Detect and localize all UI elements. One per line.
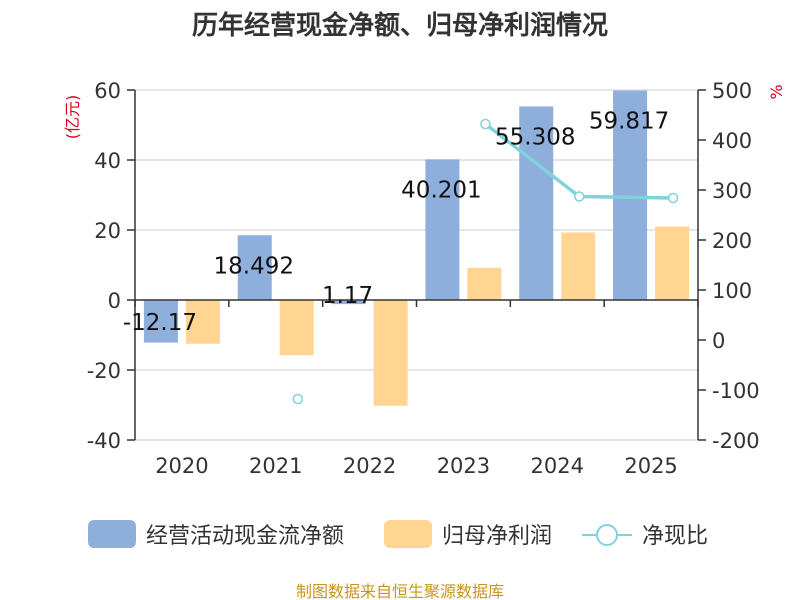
netprofit-bar — [561, 232, 596, 300]
legend-swatch-cashflow — [88, 520, 136, 548]
left-axis-unit: (亿元) — [63, 95, 82, 140]
category-label: 2023 — [437, 454, 490, 478]
legend-swatch-ratio-marker — [596, 524, 618, 546]
right-tick-label: 500 — [712, 79, 752, 103]
netprofit-bar — [467, 267, 502, 300]
right-tick-label: -200 — [712, 429, 760, 453]
ratio-point — [480, 118, 491, 130]
netprofit-bar — [185, 300, 220, 344]
right-axis-unit: % — [767, 84, 786, 99]
category-label: 2025 — [624, 454, 677, 478]
right-tick-label: 0 — [712, 329, 725, 353]
cashflow-bar — [237, 235, 272, 300]
data-label: 40.201 — [401, 177, 481, 203]
chart-title: 历年经营现金净额、归母净利润情况 — [192, 10, 608, 41]
right-tick-label: 100 — [712, 279, 752, 303]
left-tick-label: 40 — [94, 149, 121, 173]
source-note: 制图数据来自恒生聚源数据库 — [296, 582, 504, 600]
ratio-point — [574, 191, 585, 202]
right-tick-label: -100 — [712, 379, 760, 403]
category-label: 2020 — [155, 454, 208, 478]
right-tick-label: 300 — [712, 179, 752, 203]
legend: 经营活动现金流净额 归母净利润 净现比 — [88, 520, 708, 549]
data-label: 59.817 — [589, 109, 669, 135]
left-tick-label: -20 — [87, 359, 121, 383]
left-tick-label: 60 — [94, 79, 121, 103]
legend-label-ratio: 净现比 — [642, 524, 708, 549]
category-label: 2022 — [343, 454, 396, 478]
data-labels: -12.17 18.492 1.17 40.201 55.308 59.817 — [123, 109, 669, 336]
ratio-point — [667, 192, 679, 204]
netprofit-bar — [373, 300, 408, 406]
left-tick-label: 20 — [94, 219, 121, 243]
left-tick-label: 0 — [108, 289, 121, 313]
data-label: 1.17 — [322, 283, 373, 309]
cashflow-bar — [331, 300, 366, 305]
cashflow-bar — [425, 159, 460, 300]
category-label: 2024 — [531, 454, 584, 478]
cashflow-bar — [143, 300, 178, 343]
ratio-line — [292, 118, 679, 405]
netprofit-bar — [279, 300, 314, 356]
category-label: 2021 — [249, 454, 302, 478]
legend-label-cashflow: 经营活动现金流净额 — [146, 524, 344, 549]
legend-swatch-netprofit — [384, 520, 432, 548]
right-tick-label: 200 — [712, 229, 752, 253]
bars — [143, 90, 690, 406]
data-label: -12.17 — [123, 310, 197, 336]
netprofit-bar — [655, 226, 690, 300]
cashflow-bar — [613, 90, 648, 300]
data-label: 55.308 — [495, 124, 575, 150]
axes: 6040200-20-405004003002001000-100-200202… — [87, 79, 760, 478]
data-label: 18.492 — [214, 253, 294, 279]
ratio-point — [292, 393, 303, 405]
left-tick-label: -40 — [87, 429, 121, 453]
legend-label-netprofit: 归母净利润 — [442, 524, 552, 549]
right-tick-label: 400 — [712, 129, 752, 153]
cashflow-bar — [519, 106, 554, 300]
